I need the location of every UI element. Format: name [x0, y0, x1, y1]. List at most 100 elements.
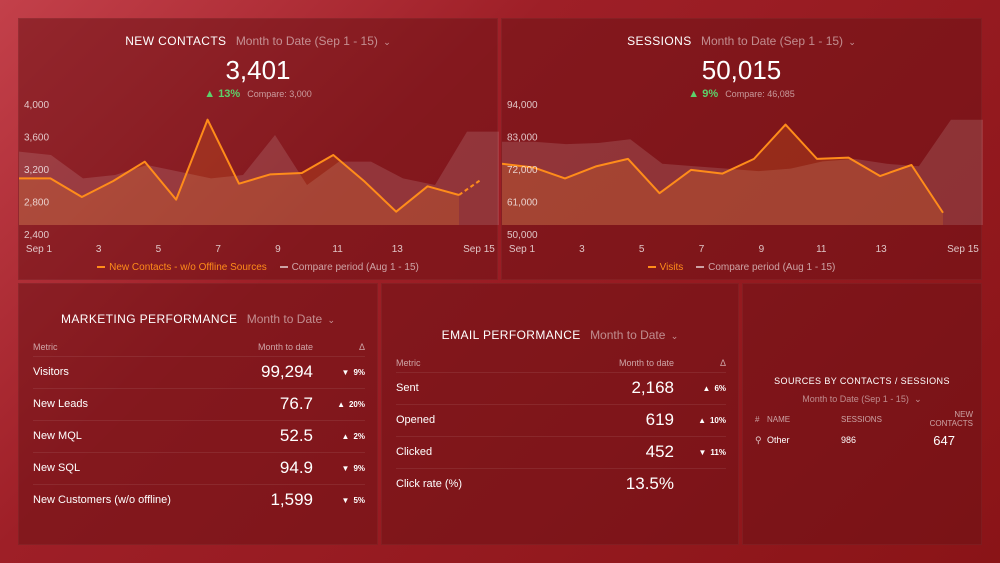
metric-value: 99,294	[229, 356, 325, 389]
source-sessions: 986	[841, 435, 857, 445]
table-row: New Customers (w/o offline) 1,599 ▼ 5%	[33, 484, 365, 516]
legend-main-swatch	[647, 266, 656, 269]
chevron-down-icon[interactable]: ⌄	[327, 315, 336, 325]
metric-name: Sent	[396, 372, 540, 405]
up-arrow-icon: ▲	[337, 399, 345, 409]
main-series-line	[19, 118, 460, 213]
marketing-title: MARKETING PERFORMANCE	[60, 312, 238, 326]
metric-change: ▼ 9%	[325, 452, 365, 485]
marketing-performance-panel: MARKETING PERFORMANCE Month to Date ⌄ Me…	[18, 283, 378, 545]
new-contacts-compare: Compare: 3,000	[247, 89, 312, 99]
metric-change	[686, 468, 726, 500]
down-arrow-icon: ▼	[341, 495, 350, 505]
change-percent: 11%	[710, 447, 726, 457]
chevron-down-icon[interactable]: ⌄	[848, 37, 856, 47]
table-row: Opened 619 ▲ 10%	[396, 404, 726, 437]
table-row: Visitors 99,294 ▼ 9%	[33, 356, 365, 389]
y-tick-label: 2,400	[24, 230, 49, 241]
metric-header: Metric	[33, 338, 230, 357]
x-tick-label: Sep 15	[463, 244, 495, 255]
delta-header: Δ	[686, 354, 726, 373]
y-tick-label: 72,000	[507, 165, 538, 176]
chevron-down-icon[interactable]: ⌄	[670, 331, 679, 341]
sources-title: SOURCES BY CONTACTS / SESSIONS	[774, 376, 950, 386]
sessions-change: ▲ 9% Compare: 46,085	[502, 88, 981, 100]
metric-value: 52.5	[229, 420, 325, 453]
x-tick-label: 3	[96, 244, 102, 255]
other-source-icon: ⚲	[755, 434, 762, 445]
sources-title-row: SOURCES BY CONTACTS / SESSIONS	[743, 376, 981, 387]
y-tick-label: 83,000	[507, 133, 538, 144]
metric-value: 2,168	[539, 372, 686, 405]
table-header-row: # NAME SESSIONS NEW CONTACTS	[755, 410, 973, 428]
email-range-dropdown[interactable]: Month to Date	[590, 328, 666, 342]
x-tick-label: 9	[275, 244, 281, 255]
legend-main-swatch	[97, 266, 106, 269]
x-tick-label: 11	[332, 244, 343, 255]
change-percent: 2%	[353, 431, 365, 441]
x-tick-label: Sep 1	[509, 244, 536, 255]
sessions-legend: Visits Compare period (Aug 1 - 15)	[502, 262, 981, 273]
metric-value: 452	[539, 436, 686, 469]
x-tick-label: 7	[215, 244, 221, 255]
legend-compare-label: Compare period (Aug 1 - 15)	[291, 262, 419, 273]
sessions-value: 50,015	[701, 55, 782, 85]
change-percent: 5%	[353, 495, 365, 505]
value-header: Month to date	[539, 354, 686, 373]
metric-name: Visitors	[33, 356, 230, 389]
y-tick-label: 4,000	[24, 100, 49, 111]
x-tick-label: 13	[392, 244, 404, 255]
x-tick-label: 3	[579, 244, 585, 255]
main-series-area	[19, 119, 459, 225]
sessions-header: SESSIONS	[841, 414, 882, 424]
change-percent: 9%	[353, 463, 365, 473]
new-contacts-chart: 4,000 3,600 3,200 2,800 2,400 Sep 1 3 5 7 9 11 13 Se…	[19, 100, 499, 255]
new-contacts-change: ▲ 13% Compare: 3,000	[19, 88, 497, 100]
y-tick-label: 2,800	[24, 198, 49, 209]
marketing-range-dropdown[interactable]: Month to Date	[246, 312, 323, 326]
x-tick-label: Sep 15	[947, 244, 979, 255]
metric-header: Metric	[396, 354, 540, 373]
up-arrow-icon: ▲	[204, 88, 216, 100]
sources-table: # NAME SESSIONS NEW CONTACTS ⚲ Other 986 64…	[755, 410, 973, 452]
y-tick-label: 94,000	[507, 100, 538, 111]
sessions-title: SESSIONS	[627, 34, 692, 48]
chevron-down-icon[interactable]: ⌄	[383, 37, 391, 47]
legend-compare-swatch	[279, 266, 288, 269]
chevron-down-icon[interactable]: ⌄	[914, 394, 922, 404]
metric-name: Opened	[396, 404, 540, 437]
num-header: #	[755, 414, 760, 424]
table-row: New Leads 76.7 ▲ 20%	[33, 388, 365, 421]
new-contacts-range-dropdown[interactable]: Month to Date (Sep 1 - 15)	[235, 34, 378, 48]
x-tick-label: 11	[816, 244, 827, 255]
table-header-row: Metric Month to date Δ	[33, 338, 365, 357]
x-tick-label: 7	[699, 244, 705, 255]
new-contacts-legend: New Contacts - w/o Offline Sources Compa…	[19, 262, 497, 273]
main-series-area	[502, 124, 943, 225]
metric-change: ▼ 11%	[686, 436, 726, 469]
up-arrow-icon: ▲	[702, 383, 711, 393]
marketing-header: MARKETING PERFORMANCE Month to Date ⌄	[19, 312, 377, 326]
table-row: Click rate (%) 13.5%	[396, 468, 726, 500]
down-arrow-icon: ▼	[341, 367, 350, 377]
sessions-header: SESSIONS Month to Date (Sep 1 - 15) ⌄	[502, 34, 981, 48]
metric-change: ▼ 5%	[325, 484, 365, 516]
change-percent: 6%	[714, 383, 726, 393]
sessions-compare: Compare: 46,085	[725, 89, 795, 99]
metric-value: 13.5%	[625, 474, 674, 494]
down-arrow-icon: ▼	[698, 447, 707, 457]
metric-change: ▲ 20%	[325, 388, 365, 421]
sources-range-dropdown[interactable]: Month to Date (Sep 1 - 15)	[802, 394, 909, 404]
sessions-range-dropdown[interactable]: Month to Date (Sep 1 - 15)	[700, 34, 844, 48]
y-tick-label: 50,000	[507, 230, 538, 241]
marketing-table: Metric Month to date Δ Visitors 99,294 ▼ 9%…	[33, 338, 365, 516]
metric-change: ▲ 2%	[325, 420, 365, 453]
delta-header: Δ	[325, 338, 365, 357]
email-performance-panel: EMAIL PERFORMANCE Month to Date ⌄ Metric…	[381, 283, 739, 545]
table-row: ⚲ Other 986 647	[755, 428, 973, 452]
metric-value: 1,599	[270, 490, 313, 510]
legend-main-label: Visits	[659, 262, 684, 273]
metric-change: ▲ 6%	[686, 372, 726, 405]
x-tick-label: 9	[759, 244, 765, 255]
sources-panel: SOURCES BY CONTACTS / SESSIONS Month to …	[742, 283, 982, 545]
